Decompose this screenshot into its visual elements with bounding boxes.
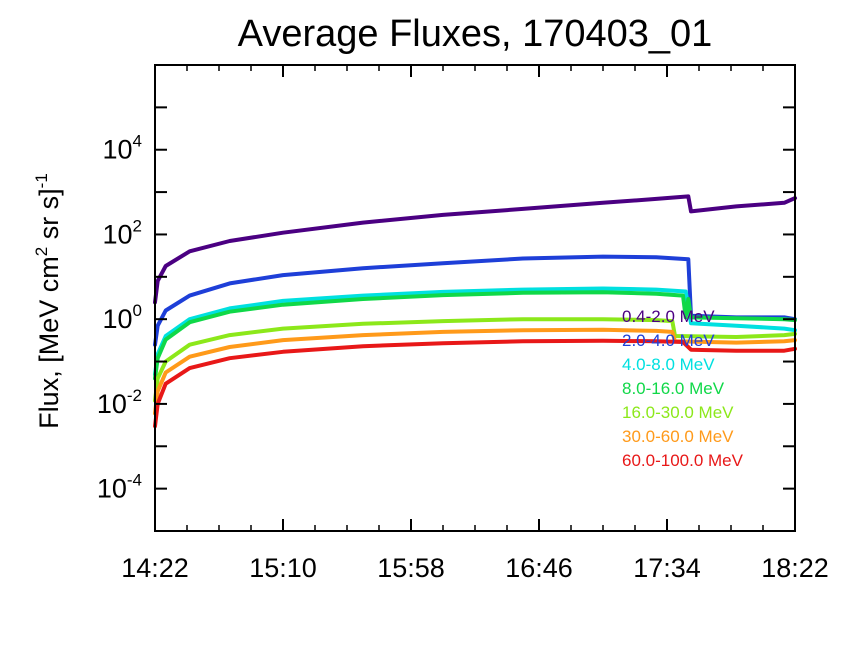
series-line-6 [153,327,797,416]
svg-text:Flux, [MeV cm2 sr s]-1: Flux, [MeV cm2 sr s]-1 [32,173,64,429]
x-tick-label-5: 17:34 [633,553,701,583]
x-ticks: 14:22 15:10 15:58 16:46 17:34 18:22 [121,65,829,583]
y-tick-base: 10 [97,389,127,419]
x-tick-label-2: 15:10 [249,553,317,583]
y-tick-label-3: 100 [102,301,142,334]
y-axis-label-exp1: 2 [32,247,51,256]
y-tick-exp: -4 [127,471,142,490]
legend-entry-7: 60.0-100.0 MeV [622,451,744,470]
legend: 0.4-2.0 MeV 2.0-4.0 MeV 4.0-8.0 MeV 8.0-16.… [622,307,744,470]
x-tick-label-6: 18:22 [761,553,829,583]
y-axis-label-middle: sr s] [34,188,64,247]
chart-title: Average Fluxes, 170403_01 [238,13,713,55]
y-tick-base: 10 [102,135,132,165]
y-axis-label-prefix: Flux, [MeV cm [34,256,64,429]
y-tick-base: 10 [102,304,132,334]
series-line-4 [153,290,797,381]
legend-entry-1: 0.4-2.0 MeV [622,307,715,326]
x-tick-label-1: 14:22 [121,553,189,583]
legend-entry-5: 16.0-30.0 MeV [622,403,734,422]
series-line-5 [153,317,797,403]
x-tick-label-4: 16:46 [505,553,573,583]
series-line-7 [153,338,797,429]
y-tick-label-4: 102 [102,216,142,249]
series-layer [153,194,797,429]
y-tick-exp: 4 [133,132,142,151]
y-axis-label: Flux, [MeV cm2 sr s]-1 [32,173,64,429]
x-tick-label-3: 15:58 [377,553,445,583]
y-tick-label-5: 104 [102,132,142,165]
plot-frame [154,64,796,532]
legend-entry-4: 8.0-16.0 MeV [622,379,725,398]
y-tick-base: 10 [97,474,127,504]
y-tick-label-2: 10-2 [97,386,142,419]
y-tick-exp: -2 [127,386,142,405]
y-axis-label-exp2: -1 [32,173,51,188]
legend-entry-3: 4.0-8.0 MeV [622,355,715,374]
legend-entry-6: 30.0-60.0 MeV [622,427,734,446]
y-tick-exp: 0 [133,301,142,320]
y-tick-base: 10 [102,219,132,249]
series-line-1 [153,194,797,305]
legend-entry-2: 2.0-4.0 MeV [622,331,715,350]
y-tick-exp: 2 [133,216,142,235]
series-line-3 [153,286,797,377]
y-tick-label-1: 10-4 [97,471,142,504]
